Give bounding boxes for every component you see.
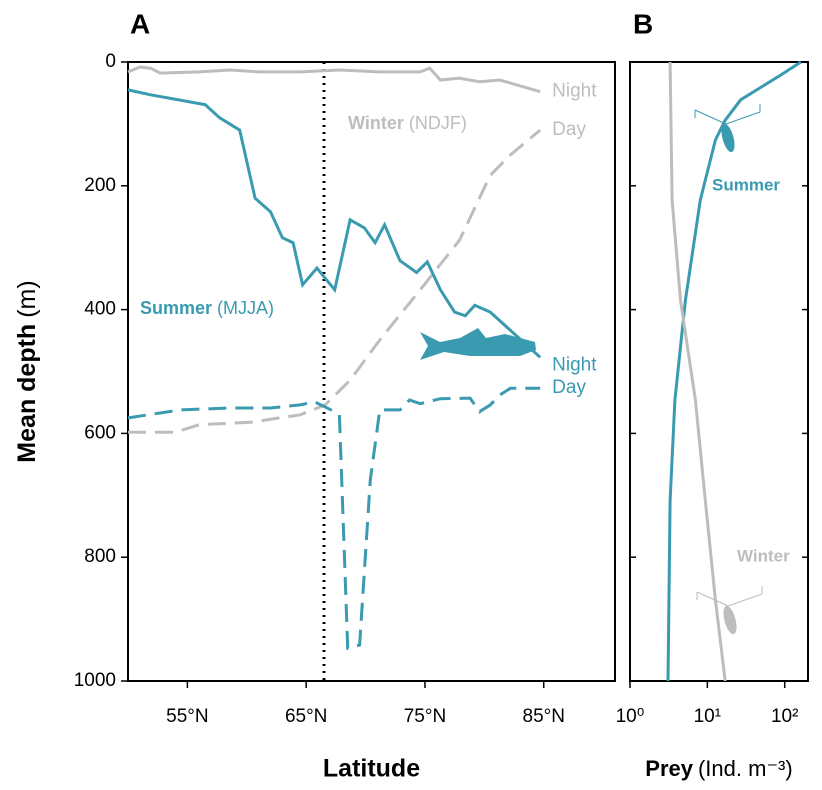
series-line [127,65,541,94]
series-line [127,386,541,651]
x-axis-title-unit: (Ind. m⁻³) [698,756,793,781]
y-axis-title-unit: (m) [13,280,41,317]
x-axis-title: Prey (Ind. m⁻³) [645,756,792,781]
fish-icon [420,328,536,360]
plot-frame [629,61,809,682]
copepod-winter [696,586,763,635]
season-name: Summer [140,298,212,318]
season-label: Summer (MJJA) [140,298,274,318]
x-tick-label: 55°N [166,706,208,727]
y-tick-label: 1000 [74,670,116,691]
y-tick-label: 400 [84,299,116,320]
series-line [128,128,542,434]
plot-frame [127,61,616,682]
series-label: Day [552,377,586,398]
y-axis-title-bold: Mean depth [13,324,41,463]
copepod-summer [694,104,761,153]
series-line [666,60,802,682]
x-axis-title-bold: Prey [645,756,693,781]
series-label: Night [552,81,597,102]
x-tick-label: 10⁰ [616,706,645,727]
series-label: Night [552,354,597,375]
x-tick-label: 10² [771,706,798,727]
series-label: Summer [712,175,780,194]
y-tick-label: 200 [84,175,116,196]
series-label: Day [552,119,586,140]
x-tick-label: 75°N [404,706,446,727]
season-months: (MJJA) [217,298,274,318]
x-tick-label: 85°N [523,706,565,727]
panel-letter: B [633,8,653,39]
season-name: Winter [348,113,404,133]
series-line [668,61,727,682]
y-axis-title: Mean depth (m) [13,280,41,462]
x-axis-title: Latitude [323,755,420,783]
y-tick-label: 800 [84,546,116,567]
season-label: Winter (NDJF) [348,113,467,133]
season-months: (NDJF) [409,113,467,133]
x-tick-label: 10¹ [694,706,721,727]
panel-letter: A [130,8,150,39]
series-line [127,88,542,359]
x-tick-label: 65°N [285,706,327,727]
y-tick-label: 600 [84,422,116,443]
y-tick-label: 0 [105,51,116,72]
series-label: Winter [737,546,790,565]
